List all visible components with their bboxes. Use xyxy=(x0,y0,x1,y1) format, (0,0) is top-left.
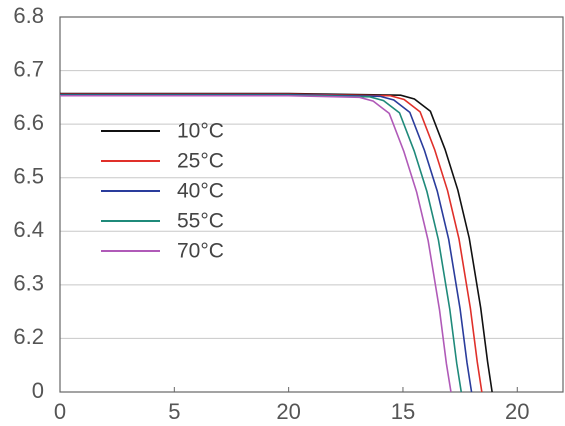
y-tick-label: 6.3 xyxy=(13,271,44,296)
y-tick-label: 6.6 xyxy=(13,110,44,135)
x-tick-label: 15 xyxy=(391,399,415,424)
y-tick-label: 6.2 xyxy=(13,324,44,349)
legend-label: 55°C xyxy=(177,210,224,233)
legend-label: 10°C xyxy=(177,120,224,143)
x-tick-label: 5 xyxy=(168,399,180,424)
x-tick-label: 20 xyxy=(276,399,300,424)
y-tick-label: 6.8 xyxy=(13,3,44,28)
series-line xyxy=(60,94,452,393)
x-tick-label: 20 xyxy=(505,399,529,424)
legend-label: 25°C xyxy=(177,150,224,173)
legend-label: 70°C xyxy=(177,240,224,263)
y-tick-label: 6.5 xyxy=(13,164,44,189)
legend-label: 40°C xyxy=(177,180,224,203)
plot-area xyxy=(60,17,563,392)
x-tick-label: 0 xyxy=(54,399,66,424)
plot-frame xyxy=(59,16,564,393)
y-tick-label: 0 xyxy=(32,378,44,403)
y-tick-label: 6.4 xyxy=(13,217,44,242)
y-tick-label: 6.7 xyxy=(13,56,44,81)
